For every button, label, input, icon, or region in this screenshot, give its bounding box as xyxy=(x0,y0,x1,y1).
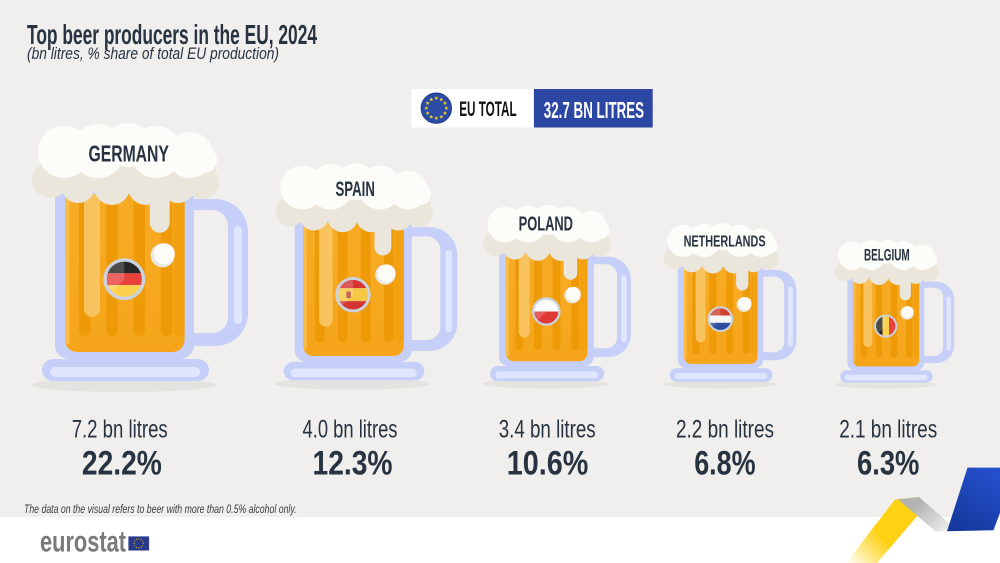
svg-text:BELGIUM: BELGIUM xyxy=(864,246,910,264)
svg-text:3.4 bn litres: 3.4 bn litres xyxy=(499,416,596,444)
svg-text:6.8%: 6.8% xyxy=(694,445,755,483)
svg-text:NETHERLANDS: NETHERLANDS xyxy=(684,233,766,250)
svg-text:2.2 bn litres: 2.2 bn litres xyxy=(676,416,774,444)
svg-text:eurostat: eurostat xyxy=(40,526,126,559)
svg-text:(bn litres, % share of total E: (bn litres, % share of total EU producti… xyxy=(27,44,279,63)
svg-text:Top beer producers in the EU,: Top beer producers in the EU, 2024 xyxy=(27,19,317,50)
svg-text:POLAND: POLAND xyxy=(519,213,573,235)
svg-text:EU TOTAL: EU TOTAL xyxy=(459,97,516,121)
svg-text:SPAIN: SPAIN xyxy=(336,178,375,201)
svg-text:7.2 bn litres: 7.2 bn litres xyxy=(72,416,168,444)
svg-text:4.0 bn litres: 4.0 bn litres xyxy=(303,416,398,444)
svg-text:10.6%: 10.6% xyxy=(507,445,589,483)
svg-text:6.3%: 6.3% xyxy=(857,445,919,483)
svg-text:GERMANY: GERMANY xyxy=(88,141,169,167)
svg-text:12.3%: 12.3% xyxy=(313,445,393,483)
svg-text:2.1 bn litres: 2.1 bn litres xyxy=(839,416,937,444)
svg-text:22.2%: 22.2% xyxy=(82,445,162,483)
svg-text:32.7 BN LITRES: 32.7 BN LITRES xyxy=(544,97,644,123)
svg-text:The data on the visual refers: The data on the visual refers to beer wi… xyxy=(24,504,297,516)
